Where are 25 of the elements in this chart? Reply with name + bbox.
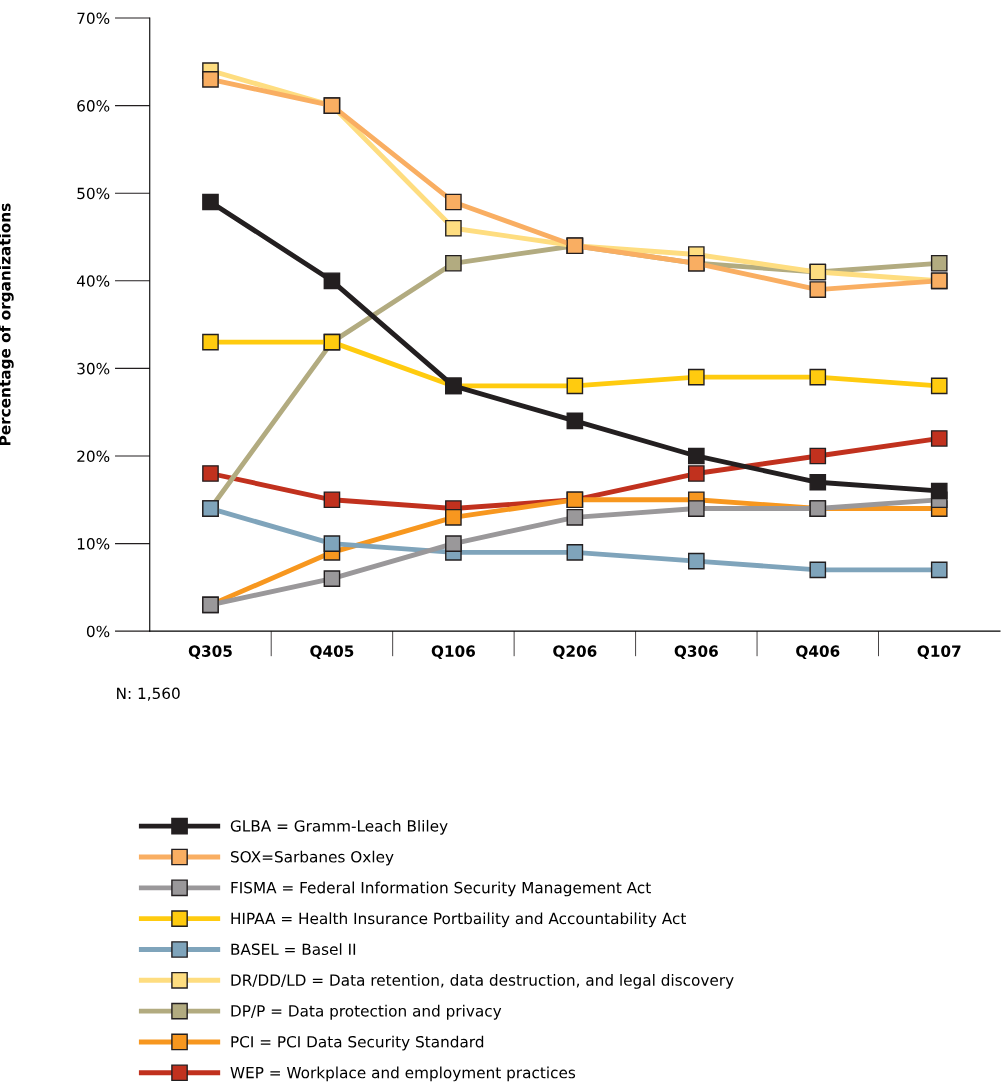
y-tick-label: 10% xyxy=(77,538,110,550)
legend-label: GLBA = Gramm-Leach Bliley xyxy=(230,819,448,835)
x-tick-label: Q405 xyxy=(310,645,354,659)
y-tick-label: 0% xyxy=(86,625,110,638)
legend-label: PCI = PCI Data Security Standard xyxy=(231,1035,484,1051)
x-tick-label: Q305 xyxy=(188,645,232,659)
legend-label: HIPAA = Health Insurance Portbaility and Accountability Act xyxy=(231,912,686,928)
x-tick-label: Q107 xyxy=(917,645,961,659)
y-tick-label: 40% xyxy=(76,275,110,287)
legend-label: DP/P = Data protection and privacy xyxy=(231,1004,502,1020)
legend-label: DR/DD/LD = Data retention, data destruction, and legal discovery xyxy=(231,974,734,989)
y-tick-label: 20% xyxy=(77,450,110,463)
y-tick-label: 30% xyxy=(77,362,110,375)
x-tick-label: Q406 xyxy=(796,645,840,659)
legend-label: WEP = Workplace and employment practices xyxy=(230,1066,576,1082)
legend-label: FISMA = Federal Information Security Management Act xyxy=(231,881,651,897)
y-tick-label: 60% xyxy=(77,100,110,112)
y-tick-label: 70% xyxy=(77,12,110,25)
y-tick-label: 50% xyxy=(77,187,110,200)
legend-label: SOX=Sarbanes Oxley xyxy=(230,850,394,866)
x-tick-label: Q106 xyxy=(431,645,476,659)
text: N: 1,560 xyxy=(117,687,180,701)
legend-label: BASEL = Basel II xyxy=(231,943,356,956)
x-tick-label: Q206 xyxy=(553,645,597,659)
x-tick-label: Q306 xyxy=(674,645,718,659)
